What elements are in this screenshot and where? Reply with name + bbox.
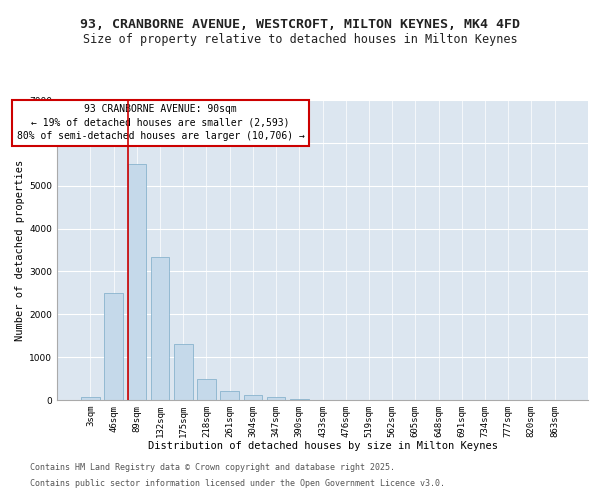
Bar [244, 395, 262, 400]
Bar [81, 396, 100, 400]
Text: Size of property relative to detached houses in Milton Keynes: Size of property relative to detached ho… [83, 32, 517, 46]
Text: 93 CRANBORNE AVENUE: 90sqm
← 19% of detached houses are smaller (2,593)
80% of s: 93 CRANBORNE AVENUE: 90sqm ← 19% of deta… [17, 104, 304, 141]
Text: 93, CRANBORNE AVENUE, WESTCROFT, MILTON KEYNES, MK4 4FD: 93, CRANBORNE AVENUE, WESTCROFT, MILTON … [80, 18, 520, 30]
Bar [104, 293, 123, 400]
Text: Contains public sector information licensed under the Open Government Licence v3: Contains public sector information licen… [30, 478, 445, 488]
Bar [197, 380, 216, 400]
Y-axis label: Number of detached properties: Number of detached properties [15, 160, 25, 340]
Bar [290, 398, 308, 400]
Bar [128, 164, 146, 400]
Bar [174, 344, 193, 400]
Text: Contains HM Land Registry data © Crown copyright and database right 2025.: Contains HM Land Registry data © Crown c… [30, 464, 395, 472]
Bar [220, 391, 239, 400]
Bar [151, 258, 169, 400]
X-axis label: Distribution of detached houses by size in Milton Keynes: Distribution of detached houses by size … [148, 442, 497, 452]
Bar [267, 398, 286, 400]
